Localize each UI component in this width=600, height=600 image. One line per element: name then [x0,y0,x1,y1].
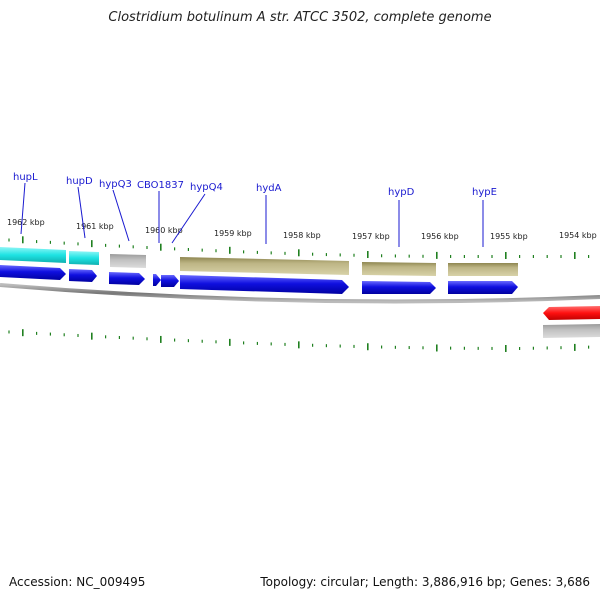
gene-label-hupL: hupL [13,172,38,183]
gene-label-CBO1837: CBO1837 [137,180,184,191]
cyan-feature [0,247,66,263]
kbp-label-1957: 1957 kbp [352,232,390,241]
cds-arrow [180,275,349,294]
genome-title: Clostridium botulinum A str. ATCC 3502, … [108,10,492,25]
kbp-label-1958: 1958 kbp [283,231,321,240]
kbp-label-1954: 1954 kbp [559,231,597,240]
gene-label-hypQ4: hypQ4 [190,182,223,193]
red-cds-arrow [543,306,600,320]
olive-feature [362,262,436,276]
cds-arrow [161,275,179,287]
genome-backbone [0,283,600,304]
cds-arrow [109,272,145,285]
leader-line-hypQ3 [112,189,130,242]
kbp-label-1956: 1956 kbp [421,232,459,241]
gene-label-hydA: hydA [256,183,282,194]
olive-feature [448,263,518,276]
kbp-label-1959: 1959 kbp [214,229,252,238]
kbp-scale: 1962 kbp 1961 kbp 1960 kbp 1959 kbp 1958… [7,218,597,241]
cds-arrow [448,281,518,294]
cyan-feature [69,251,99,265]
leader-line-hypQ4 [171,193,206,244]
lower-tick-marks [8,329,590,352]
gene-label-hypE: hypE [472,187,497,198]
upper-tick-marks [8,236,590,259]
kbp-label-1960: 1960 kbp [145,226,183,235]
cds-arrow [69,269,97,282]
grey-feature [110,254,146,268]
gene-labels: hupL hupD hypQ3 CBO1837 hypQ4 hydA hypD … [13,172,497,247]
feature-track-upper [0,247,518,276]
feature-track-right [543,306,600,338]
grey-feature [543,324,600,338]
genome-stats-text: Topology: circular; Length: 3,886,916 bp… [260,575,590,589]
kbp-label-1962: 1962 kbp [7,218,45,227]
gene-label-hupD: hupD [66,176,93,187]
kbp-label-1955: 1955 kbp [490,232,528,241]
gene-label-hypD: hypD [388,187,415,198]
cds-track [0,265,518,294]
cds-arrow [153,274,161,286]
cds-arrow [0,265,66,280]
leader-line-hupD [77,186,86,239]
cds-arrow [362,281,436,294]
leader-line-hupL [20,182,26,235]
accession-text: Accession: NC_009495 [9,575,146,589]
kbp-label-1961: 1961 kbp [76,222,114,231]
olive-feature [180,257,349,275]
gene-label-hypQ3: hypQ3 [99,179,132,190]
